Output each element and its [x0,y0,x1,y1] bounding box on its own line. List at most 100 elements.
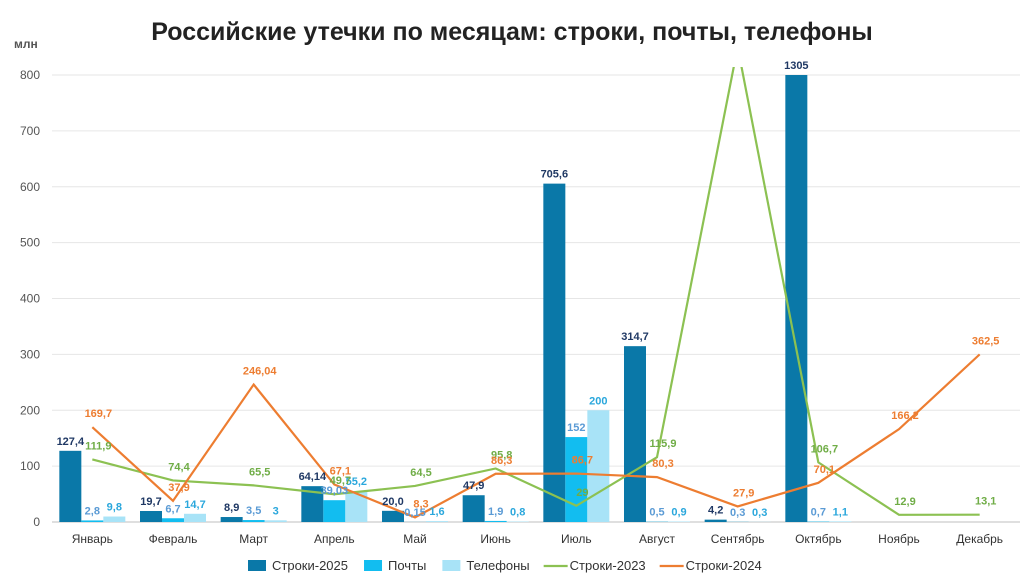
data-label: 152 [567,422,585,434]
bar [140,510,162,522]
bars [59,75,852,522]
x-tick-label: Апрель [314,532,355,546]
x-tick-label: Ноябрь [878,532,920,546]
data-label: 166,2 [891,410,919,422]
data-label: 47,9 [463,480,484,492]
series-line [91,353,981,519]
data-label: 127,4 [57,436,85,448]
x-tick-label: Октябрь [795,532,842,546]
legend-item: Строки-2025 [272,558,348,573]
bar [543,183,566,522]
legend-item: Телефоны [466,558,529,573]
data-label: 200 [589,395,607,407]
data-label: 95,8 [491,449,512,461]
data-label: 4,2 [708,505,723,517]
bar [345,491,368,522]
x-tick-label: Сентябрь [711,532,765,546]
data-label: 0,15 [404,507,425,519]
data-label: 37,9 [168,482,189,494]
legend: Строки-2025 Почты Телефоны Строки-2023 Строк… [248,558,762,573]
x-tick-label: Август [639,532,676,546]
gridlines [52,74,1020,523]
data-label: 0,8 [510,507,525,519]
data-label: 13,1 [975,496,996,508]
data-label: 86,3 [491,455,512,467]
data-label: 2,8 [85,505,100,517]
data-label: 705,6 [541,169,569,181]
data-label: 49,7 [330,475,351,487]
data-label: 8,3 [413,498,428,510]
data-label: 1305 [784,60,808,72]
x-tick-label: Март [239,532,268,546]
y-tick-label: 400 [20,292,40,306]
bar [103,516,126,522]
data-label: 74,4 [168,461,190,473]
bar [162,518,184,522]
data-label: 6,7 [165,503,180,515]
data-label: 0,7 [811,507,826,519]
data-label: 65,5 [249,466,270,478]
data-label: 1,6 [429,506,444,518]
bar [264,520,287,522]
legend-item: Строки-2024 [686,558,762,573]
bar [242,520,265,522]
bar [484,520,507,522]
legend-item: Почты [388,558,426,573]
data-label: 314,7 [621,331,649,343]
data-label: 3 [273,505,279,517]
data-label: 0,5 [649,507,664,519]
bar [704,519,727,522]
bar [382,510,404,522]
y-tick-label: 700 [20,124,40,138]
y-tick-label: 600 [20,180,40,194]
y-unit-label: млн [14,37,38,51]
bar [587,410,610,522]
bar [59,450,82,522]
y-tick-label: 0 [33,515,40,529]
bar [81,520,104,522]
x-tick-label: Июнь [480,532,511,546]
y-tick-label: 800 [20,68,40,82]
data-label: 111,9 [85,440,111,452]
x-tick-label: Январь [72,532,113,546]
y-tick-label: 500 [20,236,40,250]
data-label: 86,7 [572,455,593,467]
data-label: 106,7 [811,443,839,455]
x-tick-label: Июль [561,532,592,546]
bar [462,495,485,522]
chart-title: Российские утечки по месяцам: строки, по… [151,18,873,46]
data-label: 55,2 [346,476,367,488]
legend-swatch [442,560,461,571]
series-line [92,67,980,516]
data-label: 14,7 [184,499,205,511]
bar [624,346,646,522]
data-label: 8,9 [224,502,239,514]
legend-item: Строки-2023 [570,558,646,573]
data-label: 0,3 [752,507,767,519]
data-label: 20,0 [382,496,403,508]
data-label: 362,5 [972,335,1000,347]
data-label: 29 [576,487,588,499]
data-label: 19,7 [140,496,161,508]
data-label: 39,03 [321,485,349,497]
data-labels: 127,419,78,964,1420,047,9705,6314,74,213… [57,60,1000,519]
y-tick-label: 300 [20,347,40,361]
data-label: 67,1 [330,466,351,478]
data-label: 1,9 [488,506,503,518]
bar [220,517,243,522]
data-label: 12,9 [894,496,915,508]
data-label: 1,1 [833,506,848,518]
bar [184,513,206,522]
bar [426,521,448,522]
axes: млн 0 100 200 300 400 500 600 700 800 Январь Феврал… [14,37,1020,546]
legend-swatch [364,560,383,571]
data-label: 0,3 [730,507,745,519]
bar [323,500,346,522]
x-tick-label: Май [403,532,427,546]
data-label: 80,3 [652,458,673,470]
legend-swatch [248,560,266,571]
data-label: 64,14 [299,471,327,483]
data-label: 0,9 [671,506,686,518]
